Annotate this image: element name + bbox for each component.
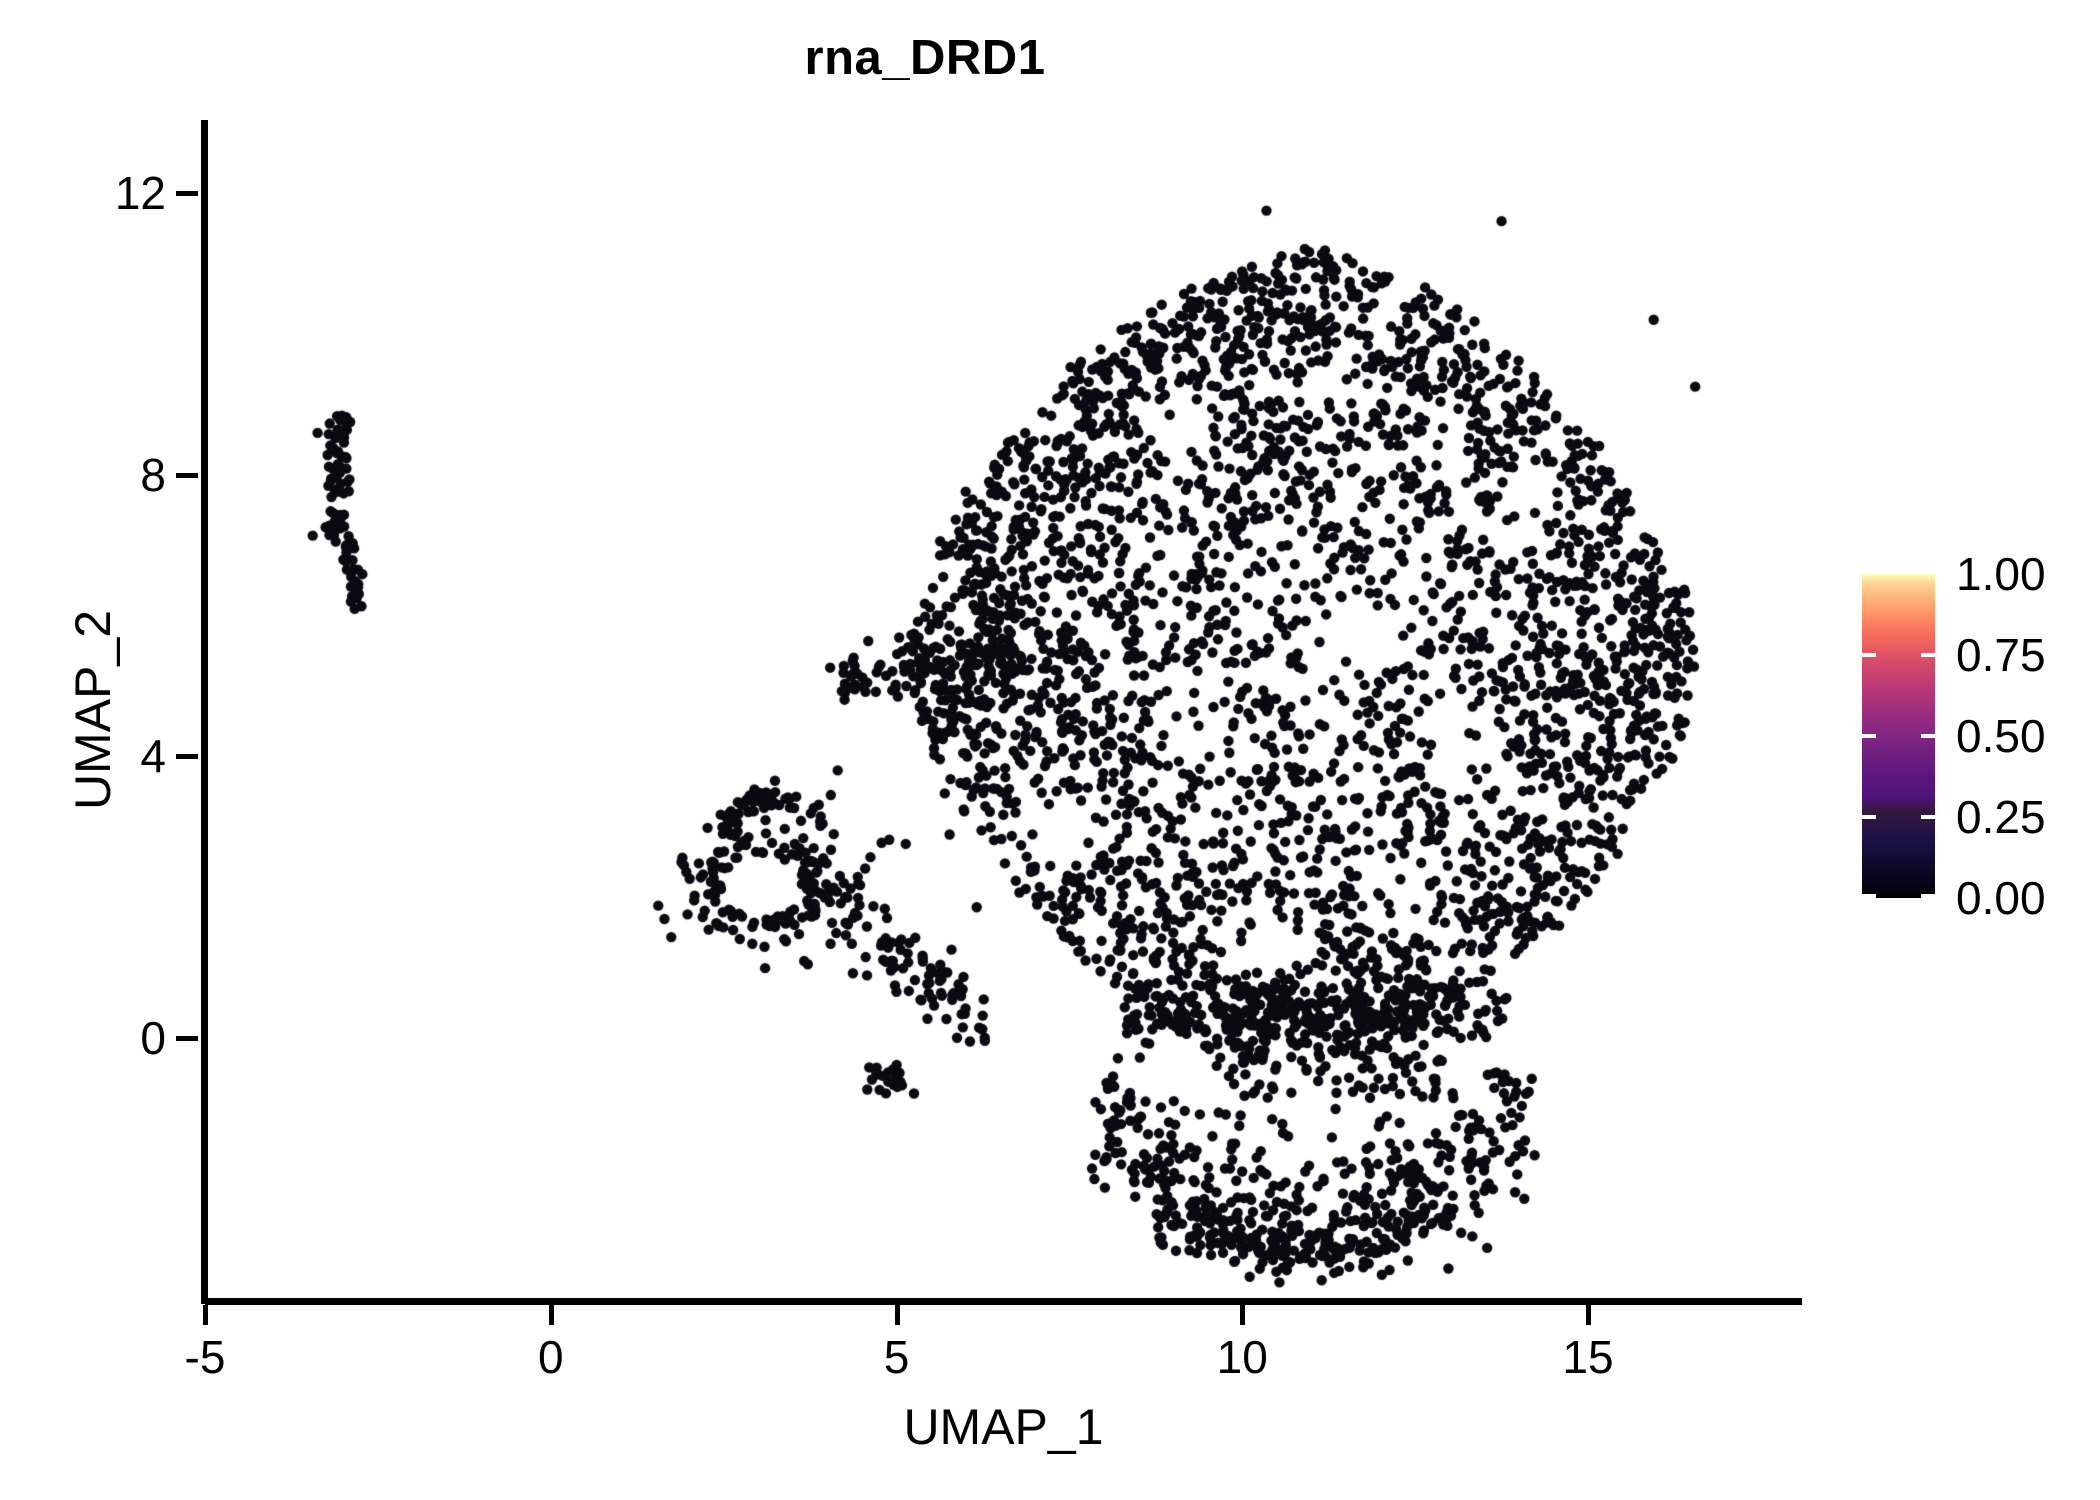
y-tick-label: 4 [140, 730, 166, 783]
y-tick-label: 0 [140, 1012, 166, 1064]
x-tick-mark [1240, 1305, 1246, 1325]
y-axis-title: UMAP_2 [65, 609, 121, 811]
colorbar-tick [1921, 894, 1935, 898]
colorbar-tick [1862, 653, 1876, 657]
colorbar-tick [1921, 734, 1935, 738]
x-axis-line [205, 1298, 1802, 1305]
x-tick-label: 10 [1216, 1331, 1268, 1383]
colorbar-label: 0.75 [1956, 629, 2046, 681]
x-tick-label: 15 [1562, 1331, 1614, 1383]
y-tick-mark [176, 472, 198, 478]
colorbar-tick [1862, 894, 1876, 898]
plot-panel [205, 120, 1802, 1302]
x-tick-mark [548, 1305, 554, 1325]
colorbar-tick [1862, 815, 1876, 819]
x-axis-title: UMAP_1 [903, 1399, 1104, 1455]
x-tick-mark [894, 1305, 900, 1325]
colorbar-tick [1921, 653, 1935, 657]
y-tick-mark [176, 191, 198, 196]
x-tick-mark [203, 1305, 208, 1325]
page-title: rna_DRD1 [804, 31, 1046, 85]
colorbar-label: 0.25 [1956, 791, 2046, 843]
x-tick-label: 5 [883, 1331, 910, 1383]
x-tick-label: -5 [184, 1331, 226, 1383]
colorbar-tick [1862, 734, 1876, 738]
x-tick-label: 0 [537, 1331, 564, 1383]
y-tick-label: 8 [140, 448, 166, 501]
y-tick-label: 12 [114, 167, 166, 219]
x-tick-mark [1586, 1305, 1591, 1325]
y-tick-mark [176, 1036, 198, 1041]
colorbar-label: 0.50 [1956, 710, 2046, 762]
colorbar-label: 1.00 [1956, 548, 2046, 600]
y-tick-mark [176, 754, 198, 760]
colorbar-tick [1921, 815, 1935, 819]
scatter-points-layer [205, 120, 1802, 1302]
y-axis-line [201, 120, 208, 1304]
colorbar-label: 0.00 [1956, 872, 2046, 924]
color-legend: 1.00 0.75 0.50 0.25 0.00 [1862, 551, 2072, 921]
